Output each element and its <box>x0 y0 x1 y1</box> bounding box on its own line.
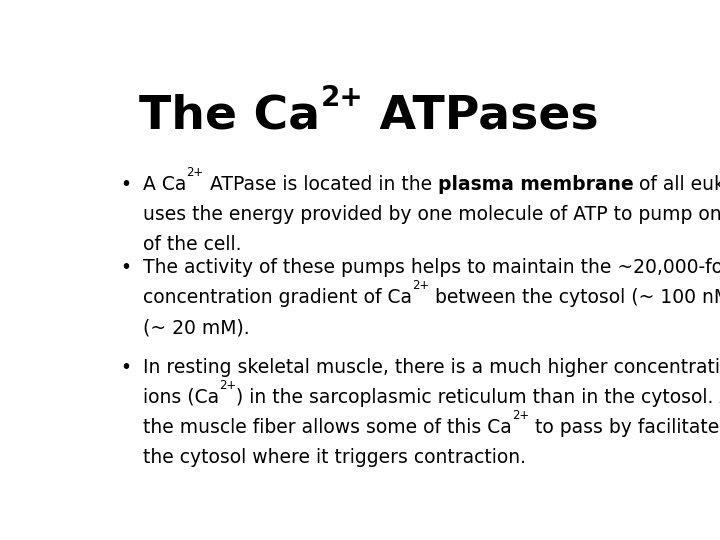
Text: 2+: 2+ <box>219 379 236 392</box>
Text: ATPase is located in the: ATPase is located in the <box>204 175 438 194</box>
Text: concentration gradient of Ca: concentration gradient of Ca <box>143 288 412 307</box>
Text: of all eukaryotic cells. It: of all eukaryotic cells. It <box>634 175 720 194</box>
Text: A Ca: A Ca <box>143 175 186 194</box>
Text: The Ca: The Ca <box>139 94 320 139</box>
Text: the cytosol where it triggers contraction.: the cytosol where it triggers contractio… <box>143 448 526 467</box>
Text: •: • <box>121 358 132 377</box>
Text: The activity of these pumps helps to maintain the ~20,000-fold: The activity of these pumps helps to mai… <box>143 258 720 277</box>
Text: plasma membrane: plasma membrane <box>438 175 634 194</box>
Text: 2+: 2+ <box>186 166 204 179</box>
Text: ) in the sarcoplasmic reticulum than in the cytosol. Activation of: ) in the sarcoplasmic reticulum than in … <box>236 388 720 407</box>
Text: (~ 20 mM).: (~ 20 mM). <box>143 318 250 337</box>
Text: In resting skeletal muscle, there is a much higher concentration of calcium: In resting skeletal muscle, there is a m… <box>143 358 720 377</box>
Text: 2+: 2+ <box>512 409 529 422</box>
Text: ions (Ca: ions (Ca <box>143 388 219 407</box>
Text: 2+: 2+ <box>412 279 429 292</box>
Text: of the cell.: of the cell. <box>143 235 241 254</box>
Text: to pass by facilitated diffusion into: to pass by facilitated diffusion into <box>529 418 720 437</box>
Text: uses the energy provided by one molecule of ATP to pump one Ca: uses the energy provided by one molecule… <box>143 205 720 224</box>
Text: between the cytosol (~ 100 nM) and the ECF: between the cytosol (~ 100 nM) and the E… <box>429 288 720 307</box>
Text: ATPases: ATPases <box>363 94 599 139</box>
Text: •: • <box>121 258 132 277</box>
Text: 2+: 2+ <box>320 84 363 112</box>
Text: the muscle fiber allows some of this Ca: the muscle fiber allows some of this Ca <box>143 418 512 437</box>
Text: •: • <box>121 175 132 194</box>
